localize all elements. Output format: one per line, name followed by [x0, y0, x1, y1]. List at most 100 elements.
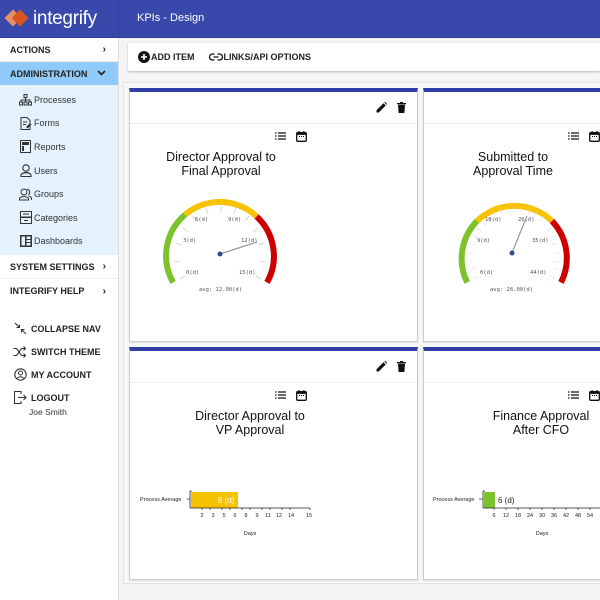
- svg-text:12(d): 12(d): [241, 238, 258, 244]
- logo[interactable]: integrify: [0, 0, 119, 38]
- user-icon: [19, 164, 32, 178]
- card-title: Submitted to Approval Time: [473, 150, 553, 178]
- trash-icon: [396, 102, 406, 113]
- svg-text:24: 24: [527, 513, 533, 519]
- calendar-icon: [296, 130, 307, 142]
- chevron-down-icon: [97, 68, 106, 79]
- chevron-right-icon: ›: [102, 285, 106, 297]
- delete-button[interactable]: [391, 359, 411, 375]
- kpi-card-director-final: Director Approval to Final Approval 0(d)…: [129, 88, 418, 342]
- svg-text:26(d): 26(d): [518, 217, 535, 223]
- categories-icon: [19, 211, 32, 225]
- edit-button[interactable]: [371, 100, 391, 116]
- list-view-button[interactable]: [563, 389, 584, 401]
- group-icon: [19, 188, 32, 201]
- svg-text:18: 18: [515, 513, 521, 519]
- svg-text:48: 48: [575, 513, 581, 519]
- nav-section-system-settings[interactable]: SYSTEM SETTINGS ›: [0, 255, 118, 280]
- sidebar-item-reports[interactable]: Reports: [0, 135, 118, 159]
- date-range-button[interactable]: [584, 130, 600, 142]
- svg-text:35(d): 35(d): [532, 238, 549, 244]
- svg-text:0(d): 0(d): [186, 270, 199, 276]
- sidebar-item-dashboards[interactable]: Dashboards: [0, 230, 118, 254]
- kpi-card-director-vp: Director Approval to VP Approval Process…: [129, 347, 418, 580]
- collapse-icon: [13, 322, 27, 336]
- svg-text:6(d): 6(d): [195, 217, 208, 223]
- gauge-chart: 0(d) 3(d) 6(d) 9(d) 12(d) 15(d) avg: 12.…: [163, 199, 277, 293]
- logo-icon: [4, 9, 30, 28]
- date-range-button[interactable]: [291, 389, 312, 401]
- list-icon: [275, 391, 286, 399]
- svg-text:9(d): 9(d): [477, 238, 490, 244]
- list-icon: [275, 132, 286, 140]
- svg-text:8: 8: [244, 513, 247, 519]
- shuffle-icon: [13, 345, 27, 359]
- list-view-button[interactable]: [270, 389, 291, 401]
- list-view-button[interactable]: [563, 130, 584, 142]
- edit-button[interactable]: [371, 359, 391, 375]
- gauge-pivot: [509, 250, 515, 256]
- sidebar-item-categories[interactable]: Categories: [0, 206, 118, 230]
- svg-text:30: 30: [539, 513, 545, 519]
- kpi-card-submitted-approval: Submitted to Approval Time 0(d) 9(d) 18(…: [423, 88, 600, 342]
- svg-text:avg: 26.00(d): avg: 26.00(d): [490, 287, 533, 293]
- svg-text:6: 6: [492, 513, 495, 519]
- sidebar: ACTIONS › ADMINISTRATION Processes Forms…: [0, 38, 119, 600]
- svg-text:44(d): 44(d): [530, 270, 547, 276]
- sidebar-item-processes[interactable]: Processes: [0, 88, 118, 112]
- date-range-button[interactable]: [291, 130, 312, 142]
- svg-text:6: 6: [233, 513, 236, 519]
- report-icon: [19, 140, 32, 154]
- date-range-button[interactable]: [584, 389, 600, 401]
- card-header: [130, 92, 417, 124]
- nav-section-label: ADMINISTRATION: [10, 68, 88, 79]
- logout-button[interactable]: LOGOUT: [0, 386, 118, 409]
- card-tools: [270, 130, 312, 142]
- gauge-chart: 0(d) 9(d) 18(d) 26(d) 35(d) 44(d) avg: 2…: [458, 202, 570, 293]
- gauge-needle: [219, 241, 258, 255]
- chevron-right-icon: ›: [102, 44, 106, 55]
- svg-text:54: 54: [587, 513, 593, 519]
- svg-text:15(d): 15(d): [239, 270, 256, 276]
- list-icon: [568, 132, 579, 140]
- gauge-pivot: [217, 251, 223, 257]
- dashboard-toolbar: ADD ITEM LINKS/API OPTIONS: [128, 43, 600, 71]
- svg-text:11: 11: [265, 513, 271, 519]
- list-view-button[interactable]: [270, 130, 291, 142]
- card-header: [424, 92, 600, 124]
- sidebar-item-groups[interactable]: Groups: [0, 182, 118, 206]
- links-api-options-button[interactable]: LINKS/API OPTIONS: [208, 52, 311, 62]
- card-header: [424, 351, 600, 383]
- pencil-icon: [376, 361, 387, 372]
- nav-section-administration[interactable]: ADMINISTRATION: [0, 62, 118, 86]
- card-title: Finance Approval After CFO: [492, 409, 590, 437]
- sidebar-item-forms[interactable]: Forms: [0, 112, 118, 136]
- switch-theme-button[interactable]: SWITCH THEME: [0, 340, 118, 363]
- nav-section-integrify-help[interactable]: INTEGRIFY HELP ›: [0, 279, 118, 303]
- card-header: [130, 351, 417, 383]
- svg-text:3(d): 3(d): [183, 238, 196, 244]
- calendar-icon: [296, 389, 307, 401]
- dashboard-icon: [19, 235, 32, 248]
- calendar-icon: [589, 389, 600, 401]
- add-item-button[interactable]: ADD ITEM: [138, 51, 195, 63]
- logo-text: integrify: [33, 8, 97, 29]
- svg-text:9: 9: [255, 513, 258, 519]
- gauge-needle: [511, 215, 528, 254]
- sidebar-item-label: Forms: [34, 118, 60, 129]
- card-tools: [270, 389, 312, 401]
- svg-text:6 (d): 6 (d): [498, 496, 515, 505]
- my-account-button[interactable]: MY ACCOUNT: [0, 363, 118, 386]
- nav-section-label: INTEGRIFY HELP: [10, 286, 85, 297]
- switch-theme-label: SWITCH THEME: [31, 346, 101, 357]
- delete-button[interactable]: [391, 100, 411, 116]
- sidebar-item-users[interactable]: Users: [0, 159, 118, 183]
- nav-section-label: ACTIONS: [10, 44, 51, 55]
- pencil-icon: [376, 102, 387, 113]
- svg-text:12: 12: [503, 513, 509, 519]
- collapse-nav-button[interactable]: COLLAPSE NAV: [0, 317, 118, 340]
- page-title: KPIs - Design: [137, 12, 205, 24]
- card-title: Director Approval to VP Approval: [195, 409, 305, 437]
- nav-section-actions[interactable]: ACTIONS ›: [0, 38, 118, 62]
- account-icon: [13, 368, 27, 382]
